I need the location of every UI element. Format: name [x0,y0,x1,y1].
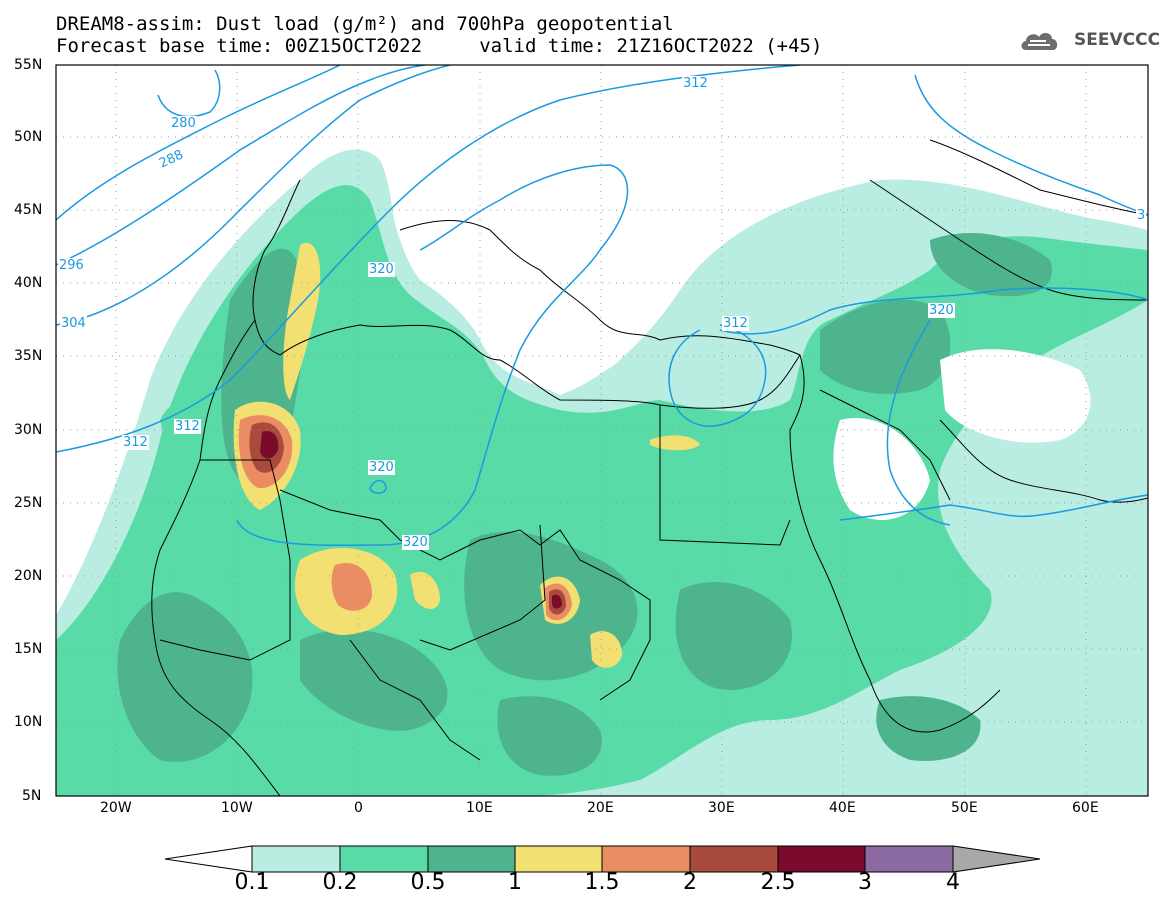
colorbar-label-1: 1 [508,870,522,895]
lon-label-10e: 10E [466,800,493,816]
lon-label-50e: 50E [951,800,978,816]
contour-label-312-egypt: 312 [722,316,749,331]
lat-label-25n: 25N [14,495,43,511]
map-subtitle: Forecast base time: 00Z15OCT2022 valid t… [56,35,823,57]
colorbar-label-0.5: 0.5 [410,870,446,895]
contour-label-296: 296 [58,258,85,273]
lat-label-50n: 50N [14,129,43,145]
lat-label-55n: 55N [14,57,43,73]
contour-label-312-north: 312 [682,76,709,91]
lat-label-5n: 5N [22,788,42,804]
contour-label-320-iran: 320 [928,303,955,318]
lat-label-15n: 15N [14,641,43,657]
lon-label-10w: 10W [221,800,253,816]
contour-label-3-edge: 3 [1136,208,1147,223]
lat-label-40n: 40N [14,275,43,291]
contour-label-280: 280 [170,116,197,131]
colorbar-label-0.2: 0.2 [322,870,358,895]
colorbar-label-2: 2 [683,870,697,895]
map-frame [55,64,1149,797]
contour-label-304: 304 [60,316,87,331]
contour-label-320-sahara: 320 [368,460,395,475]
contour-label-320-iberia: 320 [368,262,395,277]
colorbar-label-0.1: 0.1 [234,870,270,895]
lat-lon-grid [56,65,1148,796]
lat-label-35n: 35N [14,348,43,364]
colorbar [164,845,1041,873]
lon-label-40e: 40E [829,800,856,816]
lon-label-0: 0 [354,800,363,816]
colorbar-label-3: 3 [858,870,872,895]
coastlines [151,139,1148,796]
map-title: DREAM8-assim: Dust load (g/m²) and 700hP… [56,13,674,35]
lon-label-60e: 60E [1072,800,1099,816]
cloud-logo-icon [1021,33,1058,50]
lat-label-20n: 20N [14,568,43,584]
lon-label-20e: 20E [587,800,614,816]
lon-label-30e: 30E [708,800,735,816]
lat-label-45n: 45N [14,202,43,218]
logo-text: SEEVCCC [1074,30,1161,50]
lat-label-30n: 30N [14,422,43,438]
contour-label-312-west: 312 [122,435,149,450]
colorbar-label-4: 4 [946,870,960,895]
dust-shading-2.5 [260,430,562,609]
colorbar-label-2.5: 2.5 [760,870,796,895]
colorbar-label-1.5: 1.5 [584,870,620,895]
contour-label-320-south: 320 [402,535,429,550]
lat-label-10n: 10N [14,714,43,730]
contour-label-312-coast: 312 [174,419,201,434]
geopotential-contours [56,65,1148,547]
dust-clear-areas [388,65,1091,520]
lon-label-20w: 20W [100,800,132,816]
